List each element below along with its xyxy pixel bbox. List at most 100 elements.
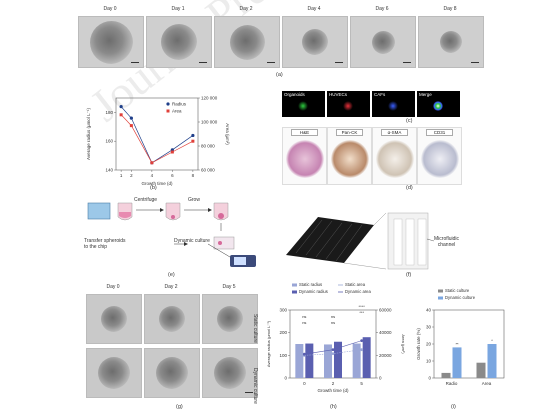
- scale-bar: [245, 392, 253, 393]
- x-axis-label: Growth time (d): [317, 388, 349, 393]
- y-tick-label: 180: [105, 110, 113, 115]
- scale-bar: [131, 62, 139, 63]
- micrograph: [202, 348, 258, 398]
- data-point: [129, 124, 133, 128]
- micrograph: [214, 16, 280, 68]
- micrograph: [202, 294, 258, 344]
- tissue-section: [421, 140, 459, 178]
- day-label: Day 0: [103, 6, 117, 12]
- fluorescence-image: HUVECs: [327, 91, 370, 117]
- channel-title: Organoids: [284, 92, 305, 97]
- micrograph: [282, 16, 348, 68]
- stain-title: Pan-CK: [336, 129, 363, 136]
- fluorescence-image: CAFs: [372, 91, 415, 117]
- data-point: [331, 348, 335, 352]
- tube-icon: [117, 202, 133, 221]
- day-label: Day 1: [171, 6, 185, 12]
- legend-label: Static culture: [445, 288, 470, 293]
- spheroid: [158, 305, 186, 333]
- day-label: Day 2: [239, 6, 253, 12]
- channel-title: HUVECs: [329, 92, 348, 97]
- x-tick-label: 6: [171, 173, 174, 178]
- data-point: [331, 352, 335, 356]
- y-tick-label: 0: [284, 376, 287, 381]
- y-tick-label: 300: [279, 308, 287, 313]
- y2-tick-label: 100 000: [201, 120, 218, 125]
- bar: [334, 341, 342, 378]
- significance-label: *: [491, 338, 493, 343]
- data-point: [302, 352, 306, 356]
- day-label: Day 5: [222, 284, 236, 290]
- data-point: [170, 150, 174, 154]
- micrograph: [78, 16, 144, 68]
- panel-e-workflow: [87, 202, 256, 267]
- stain-title: H&E: [291, 129, 318, 136]
- scale-bar: [267, 62, 275, 63]
- fluor-signal: [298, 101, 308, 111]
- day-label: Day 2: [164, 284, 178, 290]
- data-point: [150, 161, 154, 165]
- plot-frame: [289, 309, 377, 379]
- tissue-section: [376, 140, 414, 178]
- legend-label: Static area: [345, 282, 366, 287]
- micrograph: [146, 16, 212, 68]
- fluor-signal: [433, 101, 443, 111]
- y2-tick-label: 0: [379, 376, 382, 381]
- panel-label-g: (g): [176, 404, 183, 410]
- significance-label: ***: [359, 310, 364, 315]
- panel-f-chip: [286, 212, 435, 270]
- data-point: [191, 139, 195, 143]
- significance-label: ns: [302, 320, 306, 325]
- scale-bar: [335, 62, 343, 63]
- micrograph: [144, 294, 200, 344]
- spheroid: [213, 356, 247, 390]
- microfluidic-plate-image: [286, 217, 374, 263]
- series-line: [120, 114, 194, 164]
- bar: [362, 337, 371, 378]
- microfluidic-channel-label: Microfluidic channel: [434, 236, 460, 248]
- tissue-section: [331, 140, 369, 178]
- y-tick-label: 30: [426, 325, 432, 330]
- data-point: [191, 133, 195, 138]
- bar: [295, 344, 304, 378]
- dynamic-culture-label: Dynamic culture: [174, 238, 210, 244]
- stain-title: CD31: [426, 129, 453, 136]
- spheroid: [229, 24, 265, 60]
- scale-bar: [403, 62, 411, 63]
- spheroid: [155, 356, 189, 390]
- chart-b: 140 160 180 60 000 80 000 100 000 120 000 1 2 4 6 8…: [86, 96, 230, 187]
- y-tick-label: 200: [279, 330, 287, 335]
- micrograph: [86, 348, 142, 398]
- micrograph: [418, 16, 484, 68]
- bar: [352, 343, 361, 378]
- bar: [452, 347, 462, 378]
- y2-axis-label: Area (μm²): [225, 123, 230, 145]
- legend-marker: [438, 296, 443, 300]
- panel-label-c: (c): [406, 118, 413, 124]
- fluorescence-image: Merge: [417, 91, 460, 117]
- day-label: Day 4: [307, 6, 321, 12]
- panel-label-i: (i): [451, 404, 456, 410]
- panel-label-f: (f): [406, 272, 412, 278]
- chart-i: 0 10 20 30 40 Radio ** Area * Growth rate (%) Stat…: [416, 288, 505, 386]
- spheroid: [89, 20, 133, 64]
- x-tick-label: 5: [360, 381, 363, 386]
- significance-label: ns: [331, 314, 335, 319]
- spheroid: [371, 30, 395, 54]
- spheroid: [161, 24, 197, 60]
- tissue-section: [286, 140, 324, 178]
- legend-label: Dynamic culture: [445, 295, 476, 300]
- x-tick-label: 1: [120, 173, 123, 178]
- legend-marker: [166, 109, 170, 113]
- bar: [324, 344, 332, 378]
- spheroid: [100, 305, 128, 333]
- significance-label: **: [455, 341, 459, 346]
- significance-label: ****: [359, 304, 366, 309]
- y-tick-label: 0: [428, 376, 431, 381]
- data-point: [129, 116, 133, 120]
- data-point: [119, 105, 123, 109]
- panel-label-e: (e): [168, 272, 175, 278]
- pump-icon: [230, 255, 256, 267]
- x-axis-label: Growth time (d): [141, 181, 173, 186]
